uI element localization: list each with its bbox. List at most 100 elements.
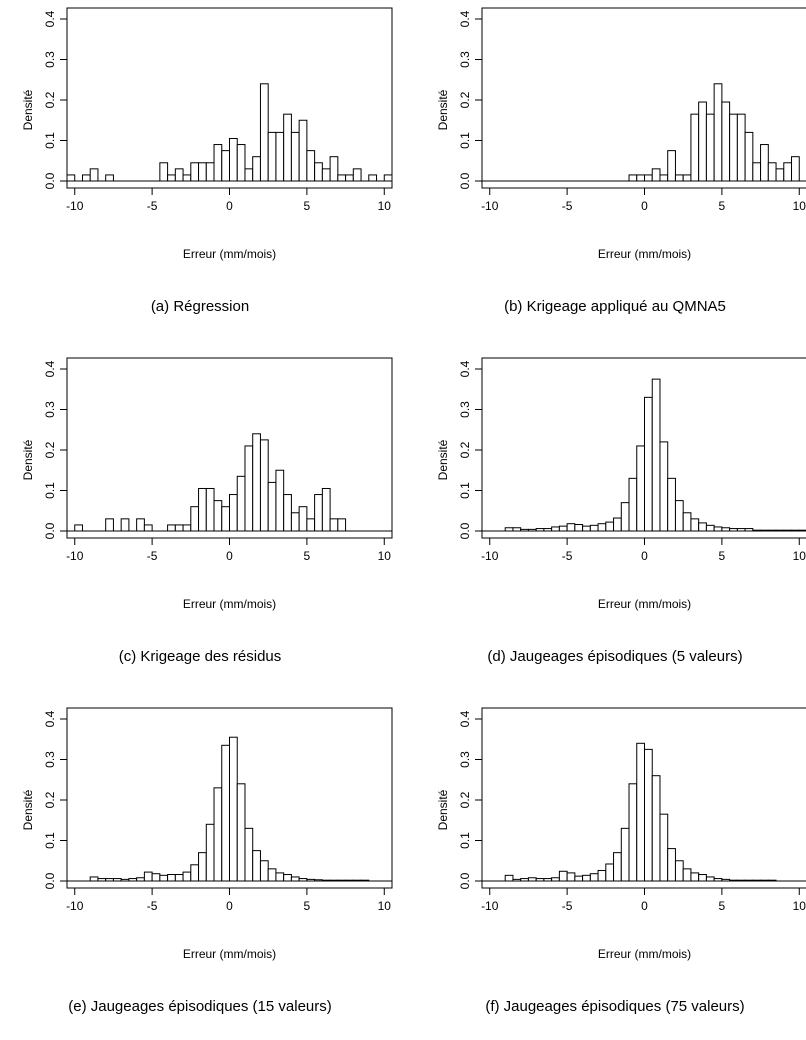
chart-a-plot-area: -10 -5 0 5 10 0.0 0.1 0.2 0.3 0.4 Erreur (mm/mois)… bbox=[21, 7, 393, 261]
chart-c-bar bbox=[182, 524, 192, 532]
chart-d-bar bbox=[551, 526, 560, 532]
chart-d-y-tick-label: 0.2 bbox=[458, 441, 472, 458]
chart-e-x-tick-label: 0 bbox=[226, 899, 233, 913]
chart-a-bar bbox=[105, 174, 114, 182]
chart-d-bar bbox=[667, 477, 676, 532]
chart-e-bar bbox=[290, 876, 300, 882]
chart-b-x-axis-label: Erreur (mm/mois) bbox=[598, 247, 691, 261]
chart-f-bar bbox=[605, 863, 615, 882]
chart-c-bar bbox=[221, 506, 230, 532]
chart-e-bar bbox=[151, 873, 161, 882]
chart-d-y-tick-label: 0.0 bbox=[458, 522, 472, 539]
chart-e-bar bbox=[198, 852, 207, 882]
chart-e-y-tick-label: 0.2 bbox=[43, 791, 57, 808]
chart-a-bar bbox=[345, 174, 354, 182]
chart-f-x-tick-label: 10 bbox=[793, 899, 806, 913]
chart-e-bar bbox=[283, 874, 292, 882]
chart-e-bar bbox=[252, 850, 261, 882]
chart-e-bar bbox=[236, 783, 246, 882]
chart-b-bar bbox=[705, 113, 715, 182]
chart-d-bar bbox=[705, 524, 715, 532]
chart-d-bar bbox=[566, 523, 576, 532]
chart-a-bar bbox=[236, 144, 246, 182]
chart-f-y-tick-label: 0.1 bbox=[458, 832, 472, 849]
histogram-chart-e: -10 -5 0 5 10 0.0 0.1 0.2 0.3 0.4 Erreur (mm/mois)… bbox=[21, 707, 393, 961]
chart-f-bar bbox=[574, 875, 584, 882]
chart-e-bar bbox=[159, 874, 169, 882]
chart-e-bar bbox=[205, 823, 215, 882]
chart-a-bar bbox=[190, 162, 200, 182]
chart-d-bar bbox=[713, 526, 723, 532]
chart-d-y-tick-label: 0.3 bbox=[458, 401, 472, 418]
chart-a-bar bbox=[267, 131, 277, 182]
chart-a-bar bbox=[275, 131, 285, 182]
chart-e-bar bbox=[221, 744, 230, 882]
chart-d-y-axis-label: Densité bbox=[436, 439, 450, 480]
chart-d-bar bbox=[605, 521, 615, 532]
chart-c-x-tick-label: -5 bbox=[147, 549, 158, 563]
chart-f-bar bbox=[636, 742, 645, 882]
chart-b-bar bbox=[721, 101, 731, 182]
chart-a-bar bbox=[167, 174, 176, 182]
chart-c-x-tick-label: 10 bbox=[378, 549, 392, 563]
caption-c: (c) Krigeage des résidus bbox=[118, 648, 282, 665]
chart-a-bar bbox=[229, 137, 238, 182]
panel-c: -10 -5 0 5 10 0.0 0.1 0.2 0.3 0.4 Erreur (mm/mois)… bbox=[0, 350, 400, 690]
chart-e-plot-area: -10 -5 0 5 10 0.0 0.1 0.2 0.3 0.4 Erreur (mm/mois)… bbox=[21, 707, 393, 961]
chart-b-y-tick-label: 0.3 bbox=[458, 51, 472, 68]
chart-a-x-tick-label: 5 bbox=[304, 199, 311, 213]
chart-e-bar bbox=[190, 864, 200, 882]
chart-d-x-tick-label: 5 bbox=[719, 549, 726, 563]
chart-a-bar bbox=[66, 174, 76, 182]
chart-e-bar bbox=[229, 736, 238, 882]
chart-b-bar bbox=[628, 174, 638, 182]
chart-e-bar bbox=[275, 872, 285, 882]
chart-c-y-tick-label: 0.1 bbox=[43, 482, 57, 499]
chart-a-bar bbox=[352, 168, 362, 182]
chart-e-y-tick-label: 0.4 bbox=[43, 710, 57, 727]
chart-d-bar bbox=[690, 518, 700, 532]
chart-b-bar bbox=[682, 174, 692, 182]
chart-d-bar bbox=[698, 522, 707, 532]
chart-b-bar bbox=[690, 113, 700, 182]
chart-b-bar bbox=[744, 131, 754, 182]
chart-c-y-tick-label: 0.3 bbox=[43, 401, 57, 418]
chart-d-bar bbox=[651, 378, 661, 532]
chart-f-bar bbox=[582, 874, 591, 882]
chart-a-y-axis-label: Densité bbox=[21, 89, 35, 130]
chart-b-y-tick-label: 0.2 bbox=[458, 91, 472, 108]
chart-d-bar bbox=[636, 445, 645, 532]
chart-c-bar bbox=[229, 494, 238, 532]
chart-b-plot-area: -10 -5 0 5 10 0.0 0.1 0.2 0.3 0.4 Erreur (mm/mois)… bbox=[436, 7, 806, 261]
chart-e-bar bbox=[213, 787, 223, 882]
histogram-chart-b: -10 -5 0 5 10 0.0 0.1 0.2 0.3 0.4 Erreur (mm/mois)… bbox=[436, 7, 806, 261]
chart-d-x-axis-label: Erreur (mm/mois) bbox=[598, 597, 691, 611]
chart-f-bar bbox=[566, 872, 576, 882]
chart-e-y-tick-label: 0.1 bbox=[43, 832, 57, 849]
chart-f-x-tick-label: -10 bbox=[481, 899, 499, 913]
caption-e: (e) Jaugeages épisodiques (15 valeurs) bbox=[68, 998, 332, 1015]
chart-e-bar bbox=[174, 874, 184, 882]
chart-f-y-tick-label: 0.4 bbox=[458, 710, 472, 727]
chart-b-bar bbox=[667, 150, 676, 182]
chart-e-bar bbox=[167, 874, 176, 882]
caption-a: (a) Régression bbox=[150, 298, 250, 315]
chart-c-bar bbox=[306, 518, 316, 532]
chart-b-bar bbox=[760, 144, 769, 182]
chart-a-bar bbox=[314, 162, 323, 182]
chart-d-bar bbox=[620, 502, 630, 532]
chart-c-bar bbox=[236, 475, 246, 532]
chart-b-x-tick-label: 10 bbox=[793, 199, 806, 213]
chart-c-y-tick-label: 0.2 bbox=[43, 441, 57, 458]
histogram-chart-d: -10 -5 0 5 10 0.0 0.1 0.2 0.3 0.4 Erreur (mm/mois)… bbox=[436, 357, 806, 611]
chart-a-bar bbox=[290, 131, 300, 182]
chart-a-bar bbox=[213, 144, 223, 182]
chart-d-x-tick-label: -10 bbox=[481, 549, 499, 563]
chart-c-bar bbox=[74, 524, 83, 532]
chart-d-x-tick-label: 10 bbox=[793, 549, 806, 563]
histogram-chart-c: -10 -5 0 5 10 0.0 0.1 0.2 0.3 0.4 Erreur (mm/mois)… bbox=[21, 357, 393, 611]
chart-a-bar bbox=[306, 150, 316, 182]
chart-b-bar bbox=[729, 113, 738, 182]
chart-b-bar bbox=[674, 174, 684, 182]
chart-a-y-tick-label: 0.1 bbox=[43, 132, 57, 149]
